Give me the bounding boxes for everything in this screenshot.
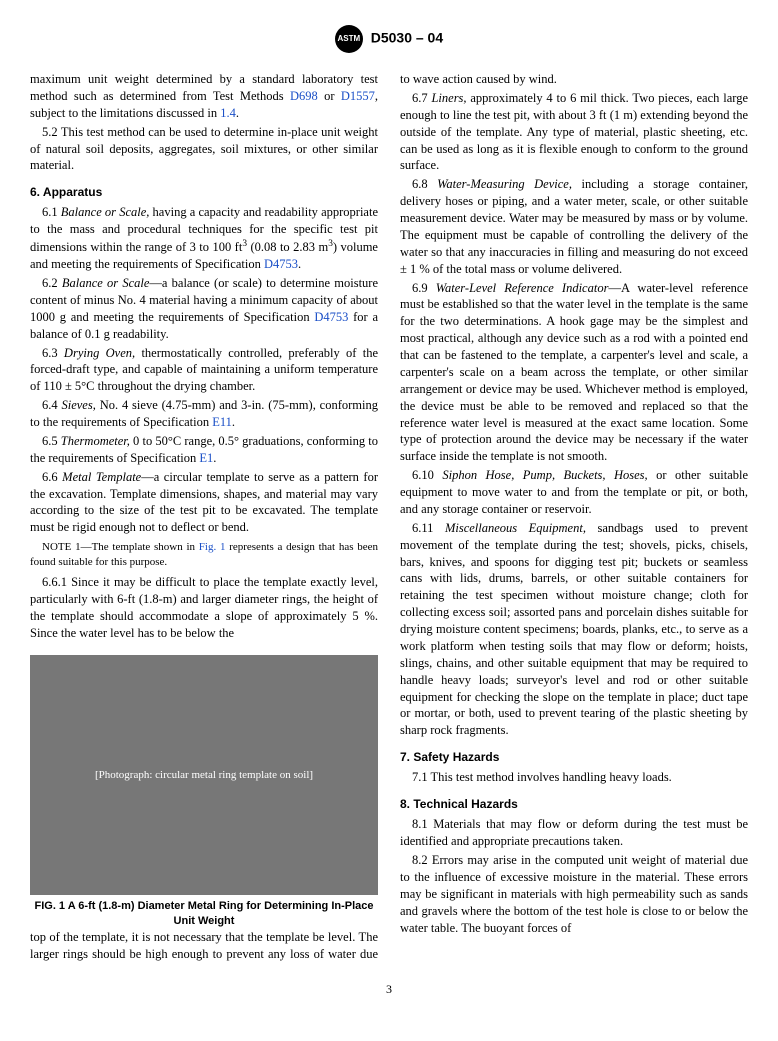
para-6-8: 6.8 Water-Measuring Device, including a …: [400, 176, 748, 277]
para-6-7: 6.7 Liners, approximately 4 to 6 mil thi…: [400, 90, 748, 174]
link-d1557[interactable]: D1557: [341, 89, 375, 103]
link-d4753-a[interactable]: D4753: [264, 257, 298, 271]
para-5-1-cont: maximum unit weight determined by a stan…: [30, 71, 378, 122]
para-6-11: 6.11 Miscellaneous Equipment, sandbags u…: [400, 520, 748, 739]
note-1: NOTE 1—The template shown in Fig. 1 repr…: [30, 540, 378, 570]
para-6-2: 6.2 Balance or Scale—a balance (or scale…: [30, 275, 378, 343]
para-6-5: 6.5 Thermometer, 0 to 50°C range, 0.5° g…: [30, 433, 378, 467]
para-6-6: 6.6 Metal Template—a circular template t…: [30, 469, 378, 537]
para-8-2: 8.2 Errors may arise in the computed uni…: [400, 852, 748, 936]
para-7-1: 7.1 This test method involves handling h…: [400, 769, 748, 786]
link-e11[interactable]: E11: [212, 415, 232, 429]
para-5-2: 5.2 This test method can be used to dete…: [30, 124, 378, 175]
link-e1[interactable]: E1: [199, 451, 213, 465]
link-d698[interactable]: D698: [290, 89, 318, 103]
para-8-1: 8.1 Materials that may flow or deform du…: [400, 816, 748, 850]
astm-logo: ASTM: [335, 25, 363, 53]
page-number: 3: [30, 981, 748, 997]
link-1-4[interactable]: 1.4: [220, 106, 236, 120]
figure-1-caption: FIG. 1 A 6-ft (1.8-m) Diameter Metal Rin…: [30, 899, 378, 929]
standard-designation: D5030 – 04: [371, 30, 443, 46]
figure-1-image: [Photograph: circular metal ring templat…: [30, 655, 378, 895]
page-header: ASTM D5030 – 04: [30, 25, 748, 53]
para-6-1: 6.1 Balance or Scale, having a capacity …: [30, 204, 378, 273]
para-6-10: 6.10 Siphon Hose, Pump, Buckets, Hoses, …: [400, 467, 748, 518]
para-6-6-1: 6.6.1 Since it may be difficult to place…: [30, 574, 378, 642]
link-d4753-b[interactable]: D4753: [314, 310, 348, 324]
section-6-title: 6. Apparatus: [30, 184, 378, 200]
para-6-4: 6.4 Sieves, No. 4 sieve (4.75-mm) and 3-…: [30, 397, 378, 431]
para-6-3: 6.3 Drying Oven, thermostatically contro…: [30, 345, 378, 396]
figure-1-block: [Photograph: circular metal ring templat…: [30, 655, 378, 929]
link-fig1[interactable]: Fig. 1: [199, 541, 226, 553]
para-6-9: 6.9 Water-Level Reference Indicator—A wa…: [400, 280, 748, 466]
section-7-title: 7. Safety Hazards: [400, 749, 748, 765]
two-column-body: maximum unit weight determined by a stan…: [30, 71, 748, 963]
section-8-title: 8. Technical Hazards: [400, 796, 748, 812]
